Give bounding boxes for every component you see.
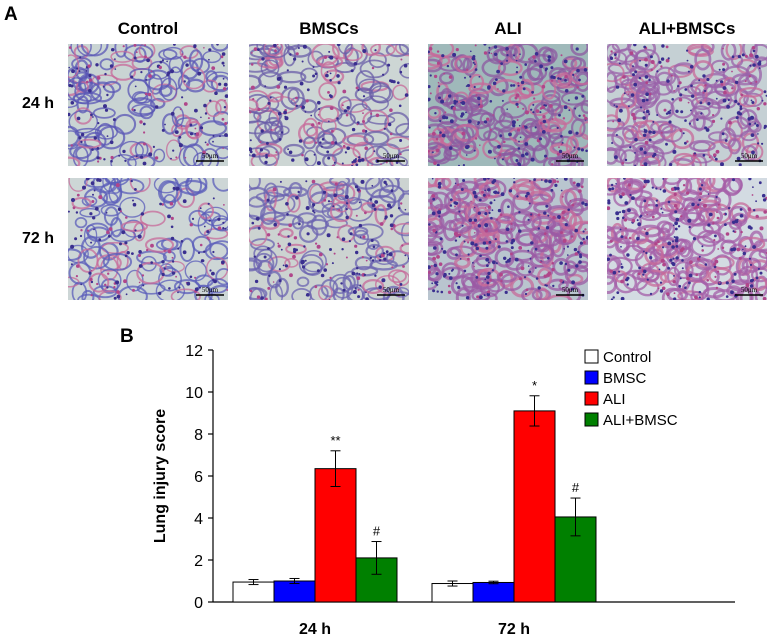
significance-marker: # (373, 524, 381, 539)
scale-bar-label: 50μm (202, 152, 219, 160)
x-category-label: 72 h (498, 621, 530, 638)
scale-bar-label: 50μm (562, 286, 579, 294)
y-tick-label: 8 (194, 427, 203, 444)
micrograph-bmscs-24h: 50μm (249, 44, 409, 166)
legend-label: ALI+BMSC (603, 412, 678, 429)
column-label-bmscs: BMSCs (299, 19, 359, 38)
legend-swatch (584, 370, 599, 385)
y-tick-label: 0 (194, 595, 203, 612)
column-label-control: Control (117, 19, 179, 38)
y-tick-label: 6 (194, 469, 203, 486)
scale-bar-label: 50μm (383, 152, 400, 160)
y-tick-label: 2 (194, 553, 203, 570)
legend-swatch (584, 349, 599, 364)
column-label-ali: ALI (494, 19, 522, 38)
row-label-24h: 24 h (22, 95, 55, 112)
legend-swatch (584, 391, 599, 406)
x-category-label: 24 h (299, 621, 331, 638)
legend-label: ALI (603, 391, 626, 408)
y-tick-label: 4 (194, 511, 203, 528)
micrograph-control-24h: 50μm (68, 44, 228, 166)
legend-swatch (584, 412, 599, 427)
scale-bar-label: 50μm (741, 286, 758, 294)
bar-ali-24h (314, 468, 357, 603)
y-tick-label: 10 (185, 385, 203, 402)
micrograph-ali-bmscs-72h: 50μm (607, 178, 767, 300)
scale-bar-label: 50μm (383, 286, 400, 294)
y-axis-label: Lung injury score (152, 409, 169, 543)
scale-bar-label: 50μm (202, 286, 219, 294)
micrograph-bmscs-72h: 50μm (249, 178, 409, 300)
legend-label: BMSC (603, 370, 647, 387)
panel-b-letter: B (120, 326, 134, 347)
micrograph-ali-bmscs-24h: 50μm (607, 44, 767, 166)
y-tick-label: 12 (185, 343, 203, 360)
row-label-72h: 72 h (22, 230, 55, 247)
bar-bmsc-24h (273, 580, 316, 603)
micrograph-control-72h: 50μm (68, 178, 228, 300)
bar-ali-72h (513, 410, 556, 603)
legend-label: Control (603, 349, 651, 366)
significance-marker: ** (330, 433, 340, 448)
column-label-ali-bmscs: ALI+BMSCs (638, 19, 736, 38)
significance-marker: # (572, 480, 580, 495)
micrograph-ali-24h: 50μm (428, 44, 588, 166)
bar-bmsc-72h (472, 581, 515, 603)
scale-bar-label: 50μm (741, 152, 758, 160)
significance-marker: * (532, 378, 537, 393)
scale-bar-label: 50μm (562, 152, 579, 160)
micrograph-ali-72h: 50μm (428, 178, 588, 300)
panel-a-letter: A (4, 4, 18, 25)
